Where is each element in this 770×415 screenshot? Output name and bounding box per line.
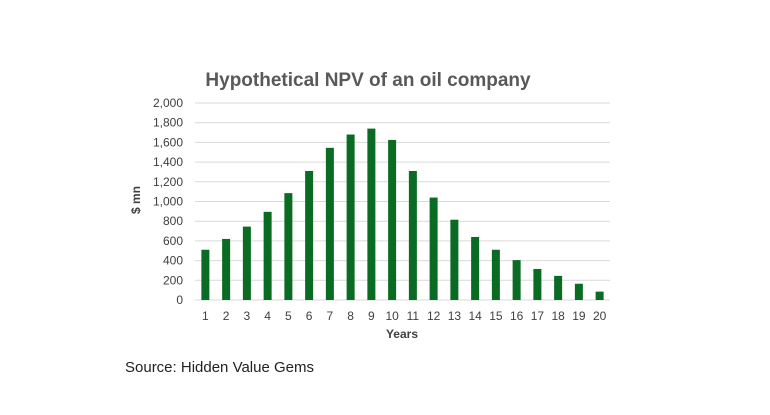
source-note: Source: Hidden Value Gems <box>125 359 314 376</box>
grid-lines <box>195 102 610 301</box>
y-axis-ticks: 0 200 400 600 800 1,000 1,200 1,400 1,600 1,800 2,… <box>153 96 183 307</box>
bar <box>346 134 355 300</box>
bar <box>367 128 376 300</box>
bar <box>491 249 500 300</box>
x-tick-label: 2 <box>223 309 230 323</box>
bar <box>595 291 604 300</box>
y-tick-label: 1,200 <box>153 175 183 189</box>
y-tick-label: 200 <box>163 273 183 287</box>
chart-title: Hypothetical NPV of an oil company <box>205 70 531 91</box>
y-axis-label: $ mn <box>129 186 143 214</box>
bar <box>512 260 521 300</box>
x-tick-label: 3 <box>244 309 251 323</box>
bar <box>242 226 251 300</box>
bar <box>471 236 480 300</box>
x-tick-label: 14 <box>468 309 482 323</box>
x-axis-ticks: 1 2 3 4 5 6 7 8 9 10 11 12 13 14 15 16 17 18 19 20 <box>202 309 607 323</box>
bar <box>450 219 459 300</box>
bars <box>201 128 604 300</box>
bar <box>574 283 583 300</box>
x-tick-label: 16 <box>510 309 524 323</box>
y-tick-label: 2,000 <box>153 96 183 110</box>
bar <box>325 147 334 300</box>
y-tick-label: 0 <box>176 293 183 307</box>
bar <box>222 238 231 300</box>
bar <box>263 211 272 300</box>
y-tick-label: 800 <box>163 214 183 228</box>
x-tick-label: 4 <box>264 309 271 323</box>
x-tick-label: 15 <box>489 309 503 323</box>
bar <box>533 268 542 300</box>
x-tick-label: 18 <box>551 309 565 323</box>
y-tick-label: 400 <box>163 254 183 268</box>
y-tick-label: 1,400 <box>153 155 183 169</box>
x-tick-label: 13 <box>448 309 462 323</box>
x-tick-label: 1 <box>202 309 209 323</box>
x-tick-label: 11 <box>407 309 420 323</box>
x-tick-label: 12 <box>427 309 441 323</box>
x-tick-label: 6 <box>306 309 313 323</box>
x-tick-label: 8 <box>347 309 354 323</box>
bar <box>408 170 417 300</box>
bar <box>201 249 210 300</box>
x-axis-label: Years <box>386 327 418 341</box>
bar <box>388 139 397 300</box>
x-tick-label: 17 <box>531 309 545 323</box>
bar <box>305 170 314 300</box>
bar <box>284 193 293 300</box>
x-tick-label: 7 <box>327 309 334 323</box>
y-tick-label: 1,600 <box>153 135 183 149</box>
x-tick-label: 5 <box>285 309 292 323</box>
y-tick-label: 1,800 <box>153 116 183 130</box>
y-tick-label: 600 <box>163 234 183 248</box>
x-tick-label: 19 <box>572 309 586 323</box>
x-tick-label: 10 <box>385 309 399 323</box>
x-tick-label: 20 <box>593 309 607 323</box>
bar <box>554 275 563 300</box>
bar <box>429 197 438 300</box>
y-tick-label: 1,000 <box>153 195 183 209</box>
x-tick-label: 9 <box>368 309 375 323</box>
